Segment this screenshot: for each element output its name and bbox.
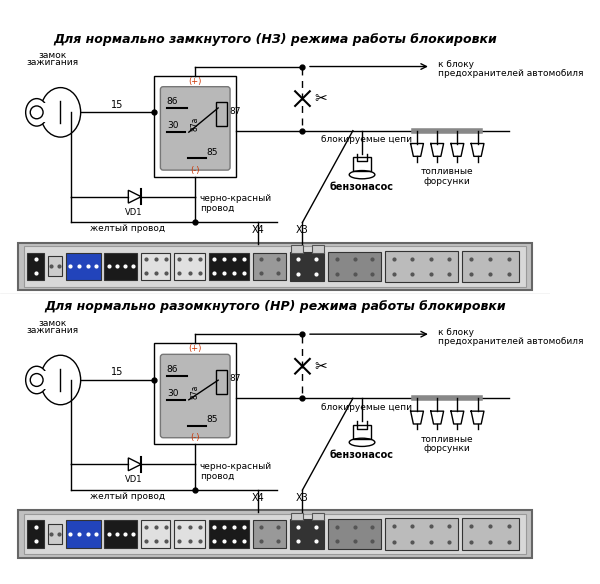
Text: замок: замок (38, 51, 67, 60)
Text: топливные: топливные (421, 435, 473, 444)
Text: зажигания: зажигания (26, 58, 79, 67)
Bar (28, 520, 44, 548)
Ellipse shape (40, 88, 80, 137)
Bar (174, 253, 205, 280)
Bar (290, 252, 325, 281)
Text: Для нормально замкнутого (НЗ) режима работы блокировки: Для нормально замкнутого (НЗ) режима раб… (53, 33, 497, 46)
Bar (154, 343, 236, 444)
Bar (47, 524, 62, 544)
Text: форсунки: форсунки (424, 176, 470, 186)
Bar (37, 371, 61, 389)
Text: 87: 87 (229, 107, 241, 116)
Text: топливные: топливные (421, 168, 473, 176)
Bar (28, 253, 44, 280)
Ellipse shape (40, 355, 80, 405)
FancyBboxPatch shape (160, 354, 230, 438)
Text: X4: X4 (252, 493, 265, 503)
Bar (253, 520, 286, 548)
Text: черно-красный: черно-красный (200, 461, 272, 471)
Text: замок: замок (38, 319, 67, 328)
Bar (47, 256, 62, 276)
Text: ✂: ✂ (314, 359, 327, 374)
Text: (+): (+) (188, 77, 202, 86)
Bar (462, 251, 519, 282)
Text: бензонасос: бензонасос (330, 182, 394, 192)
Text: (+): (+) (188, 344, 202, 353)
Bar (154, 76, 236, 176)
Bar (66, 253, 101, 280)
Text: VD1: VD1 (125, 475, 143, 484)
Bar (24, 246, 526, 287)
Bar (311, 513, 325, 520)
Text: 15: 15 (111, 367, 124, 377)
Text: 30: 30 (167, 389, 178, 398)
Bar (19, 510, 532, 558)
Text: желтый провод: желтый провод (90, 492, 165, 501)
Bar (353, 425, 371, 439)
Bar (37, 103, 61, 121)
Bar (141, 253, 170, 280)
Text: провод: провод (200, 472, 234, 481)
Text: 30: 30 (167, 121, 178, 130)
Bar (328, 519, 381, 548)
Text: черно-красный: черно-красный (200, 194, 272, 203)
Bar (353, 157, 371, 171)
Bar (290, 513, 304, 520)
Text: 87a: 87a (191, 384, 200, 399)
Text: Для нормально разомкнутого (НР) режима работы блокировки: Для нормально разомкнутого (НР) режима р… (44, 300, 506, 313)
Text: (-): (-) (191, 166, 200, 175)
Text: желтый провод: желтый провод (90, 224, 165, 233)
Text: 15: 15 (111, 100, 124, 110)
Bar (104, 253, 137, 280)
Text: к блоку: к блоку (438, 60, 474, 69)
Ellipse shape (26, 99, 47, 126)
Bar (209, 520, 250, 548)
Bar (174, 520, 205, 548)
Text: к блоку: к блоку (438, 328, 474, 337)
Text: зажигания: зажигания (26, 326, 79, 335)
Text: X4: X4 (252, 225, 265, 235)
Bar (209, 253, 250, 280)
Text: 85: 85 (206, 148, 218, 157)
Text: 86: 86 (167, 97, 178, 106)
Text: 85: 85 (206, 415, 218, 424)
Bar (385, 519, 458, 550)
Bar (104, 520, 137, 548)
Bar (311, 245, 325, 253)
Bar (462, 519, 519, 550)
Bar (141, 520, 170, 548)
Text: X3: X3 (296, 493, 309, 503)
Bar (24, 514, 526, 554)
Text: предохранителей автомобиля: предохранителей автомобиля (438, 69, 584, 78)
FancyBboxPatch shape (160, 86, 230, 170)
Bar (66, 520, 101, 548)
Bar (290, 245, 304, 253)
Bar (328, 252, 381, 281)
Text: блокируемые цепи: блокируемые цепи (321, 403, 412, 412)
Text: форсунки: форсунки (424, 444, 470, 453)
Text: 87: 87 (229, 374, 241, 383)
Text: ✂: ✂ (314, 91, 327, 106)
Bar (385, 251, 458, 282)
Ellipse shape (26, 366, 47, 394)
Bar (290, 519, 325, 548)
Text: блокируемые цепи: блокируемые цепи (321, 135, 412, 144)
Text: 86: 86 (167, 365, 178, 374)
Text: VD1: VD1 (125, 208, 143, 217)
Text: (-): (-) (191, 433, 200, 442)
Text: бензонасос: бензонасос (330, 450, 394, 460)
Bar (217, 370, 227, 394)
Bar (253, 253, 286, 280)
Bar (217, 102, 227, 126)
Bar (19, 242, 532, 290)
Text: провод: провод (200, 204, 234, 213)
Text: X3: X3 (296, 225, 309, 235)
Text: 87a: 87a (191, 117, 200, 131)
Text: предохранителей автомобиля: предохранителей автомобиля (438, 337, 584, 346)
